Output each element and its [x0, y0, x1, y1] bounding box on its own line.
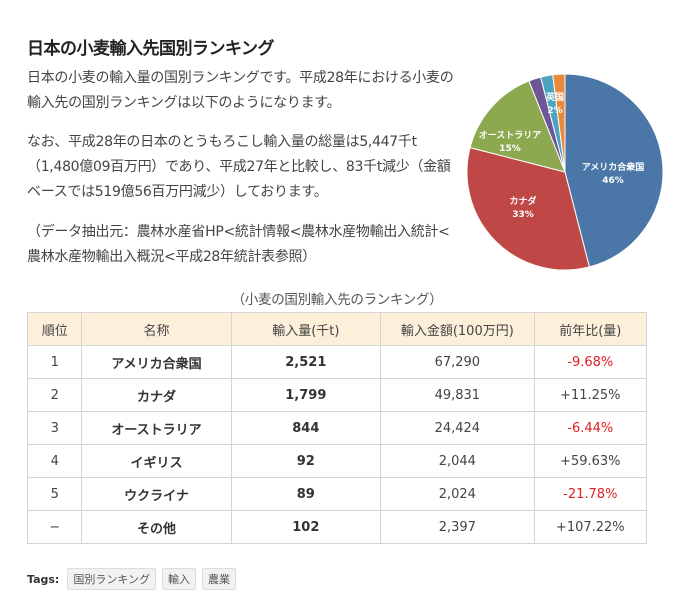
pie-label: アメリカ合衆国 46%: [582, 161, 645, 186]
header-amount: 輸入金額(100万円): [380, 312, 535, 346]
cell-rank: −: [26, 510, 83, 544]
header-ratio: 前年比(量): [533, 312, 648, 346]
cell-rank: 4: [26, 444, 83, 478]
pie-svg: アメリカ合衆国 46% カナダ 33% オーストラリア 15% 英国 2%: [466, 73, 664, 271]
header-rank: 順位: [26, 312, 83, 346]
cell-name: オーストラリア: [81, 411, 232, 445]
pie-label: カナダ 33%: [509, 195, 536, 220]
cell-amount: 24,424: [380, 411, 535, 445]
cell-rank: 2: [26, 378, 83, 412]
table-row: 5 ウクライナ 89 2,024 -21.78%: [26, 477, 648, 511]
pie-slice: [564, 73, 664, 268]
cell-amount: 67,290: [380, 345, 535, 379]
cell-volume: 89: [230, 477, 382, 511]
pie-label: 英国 2%: [545, 91, 564, 116]
cell-ratio: +11.25%: [533, 378, 648, 412]
data-source-paragraph: （データ抽出元：農林水産省HP<統計情報<農林水産物輸出入統計<農林水産物輸出入…: [27, 224, 450, 265]
tag-link[interactable]: 農業: [202, 568, 237, 590]
pie-label-value: 46%: [602, 176, 624, 186]
cell-rank: 3: [26, 411, 83, 445]
intro-paragraph: 日本の小麦の輸入量の国別ランキングです。平成28年における小麦の輸入先の国別ラン…: [27, 70, 454, 111]
table-row: 1 アメリカ合衆国 2,521 67,290 -9.68%: [26, 345, 648, 379]
cell-ratio: -6.44%: [533, 411, 648, 445]
cell-name: カナダ: [81, 378, 232, 412]
pie-label-name: カナダ: [509, 195, 536, 207]
cell-ratio: -21.78%: [533, 477, 648, 511]
cell-amount: 2,044: [380, 444, 535, 478]
cell-name: アメリカ合衆国: [81, 345, 232, 379]
tag-link[interactable]: 国別ランキング: [67, 568, 157, 590]
cell-amount: 49,831: [380, 378, 535, 412]
cell-name: イギリス: [81, 444, 232, 478]
table-caption: （小麦の国別輸入先のランキング）: [231, 292, 443, 308]
table-row: 2 カナダ 1,799 49,831 +11.25%: [26, 378, 648, 412]
header-name: 名称: [81, 312, 232, 346]
pie-label-name: アメリカ合衆国: [582, 161, 645, 173]
pie-slice: [469, 80, 566, 173]
cell-ratio: +107.22%: [533, 510, 648, 544]
import-share-pie-chart: アメリカ合衆国 46% カナダ 33% オーストラリア 15% 英国 2%: [465, 72, 665, 272]
cell-volume: 1,799: [230, 378, 382, 412]
cell-ratio: +59.63%: [533, 444, 648, 478]
cell-amount: 2,024: [380, 477, 535, 511]
cell-rank: 5: [26, 477, 83, 511]
ranking-table: 順位 名称 輸入量(千t) 輸入金額(100万円) 前年比(量) 1 アメリカ合衆…: [26, 312, 648, 544]
tags-bar: Tags: 国別ランキング 輸入 農業: [27, 568, 237, 590]
cell-volume: 844: [230, 411, 382, 445]
cell-volume: 102: [230, 510, 382, 544]
tag-link[interactable]: 輸入: [162, 568, 197, 590]
table-row: 4 イギリス 92 2,044 +59.63%: [26, 444, 648, 478]
pie-slice: [552, 73, 566, 173]
table-row: 3 オーストラリア 844 24,424 -6.44%: [26, 411, 648, 445]
pie-label-name: 英国: [545, 91, 564, 103]
pie-label-value: 15%: [499, 144, 521, 154]
pie-label: オーストラリア 15%: [479, 130, 542, 154]
pie-label-value: 2%: [547, 106, 562, 116]
tags-label: Tags:: [27, 572, 60, 586]
cell-name: その他: [81, 510, 232, 544]
corn-import-paragraph: なお、平成28年の日本のとうもろこし輸入量の総量は5,447千t（1,480億0…: [27, 134, 451, 200]
cell-rank: 1: [26, 345, 83, 379]
article-title: 日本の小麦輸入先国別ランキング: [27, 39, 275, 59]
header-volume: 輸入量(千t): [230, 312, 382, 346]
table-row: − その他 102 2,397 +107.22%: [26, 510, 648, 544]
cell-amount: 2,397: [380, 510, 535, 544]
pie-label-name: オーストラリア: [479, 130, 542, 141]
table-header-row: 順位 名称 輸入量(千t) 輸入金額(100万円) 前年比(量): [26, 312, 648, 346]
pie-label-value: 33%: [512, 210, 534, 220]
cell-ratio: -9.68%: [533, 345, 648, 379]
cell-volume: 92: [230, 444, 382, 478]
pie-slice: [466, 147, 590, 271]
cell-name: ウクライナ: [81, 477, 232, 511]
cell-volume: 2,521: [230, 345, 382, 379]
